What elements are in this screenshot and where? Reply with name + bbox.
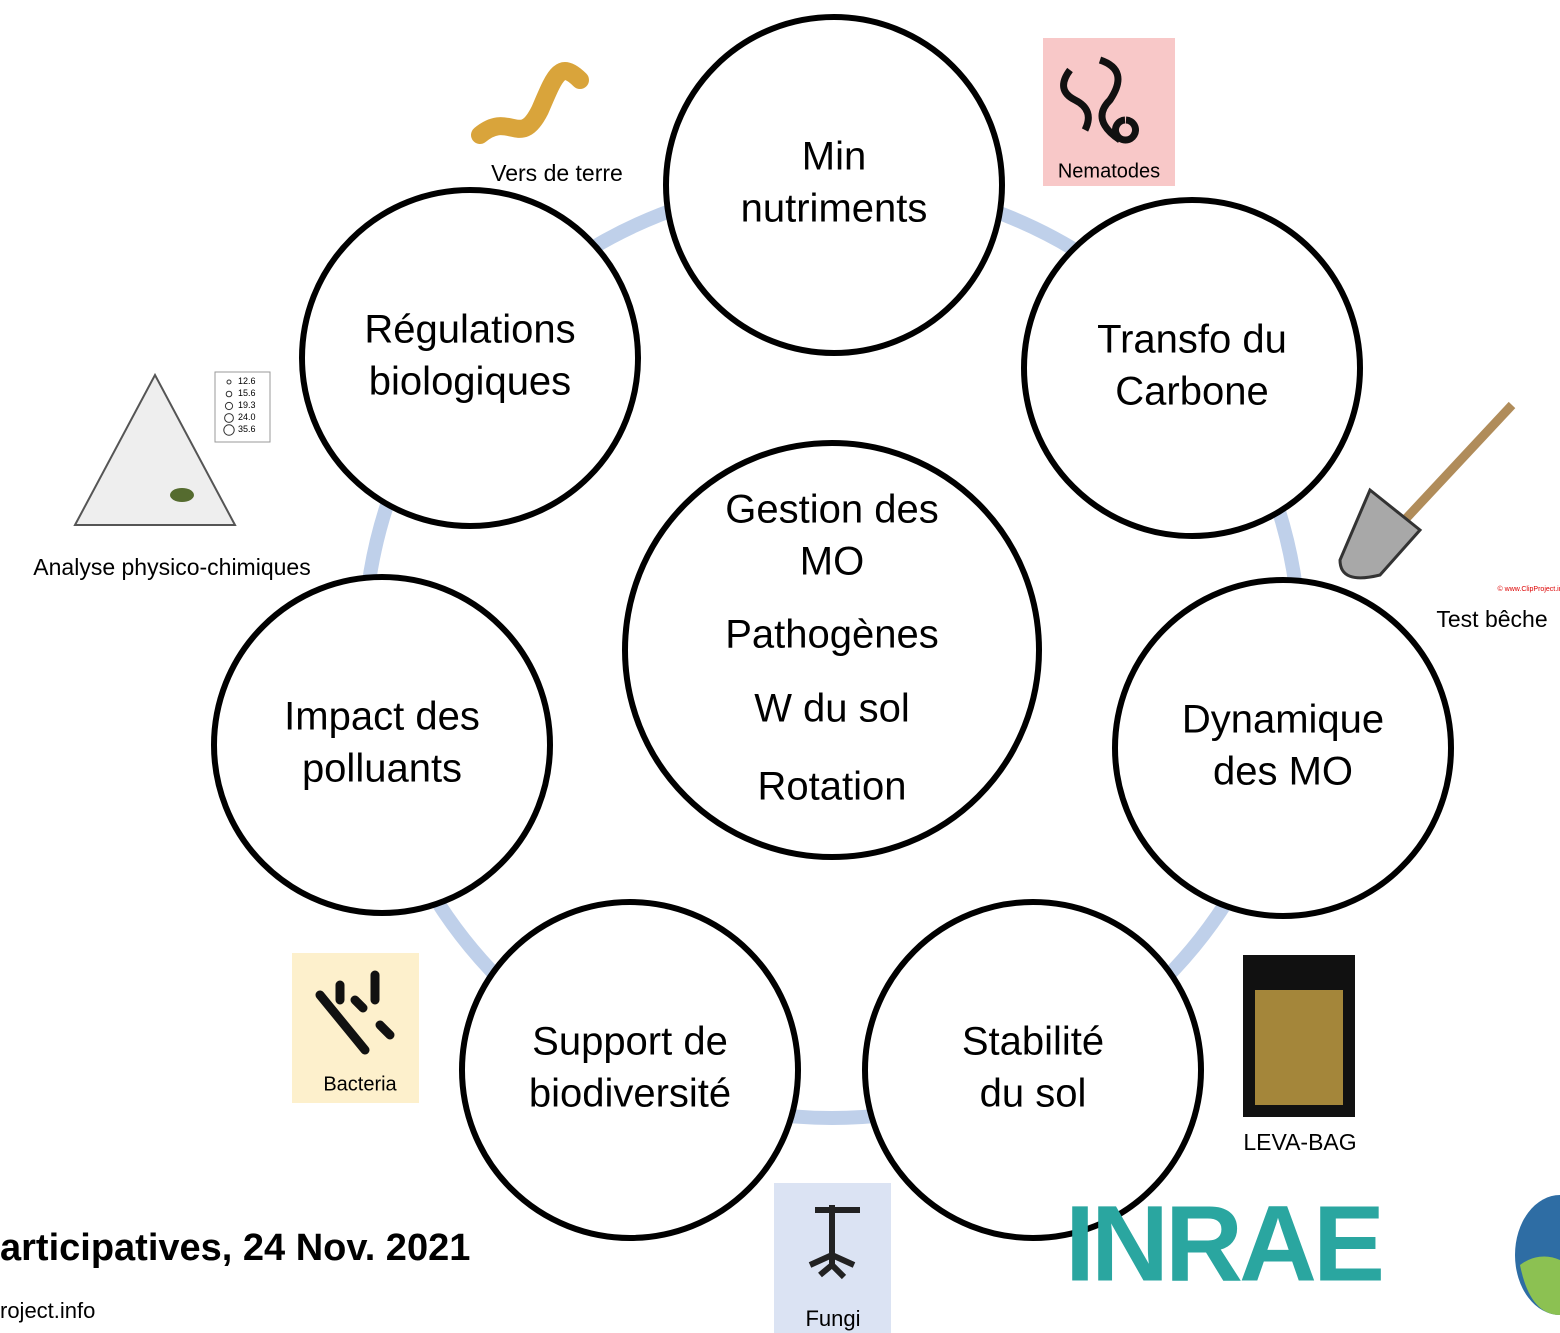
node-label: biodiversité (529, 1072, 731, 1116)
logo: INRAE (1065, 1183, 1381, 1304)
texture-triangle (75, 375, 235, 525)
worm-label: Vers de terre (491, 160, 623, 186)
shovel-credit: © www.ClipProject.info (1498, 585, 1560, 593)
center-label: Gestion des (725, 488, 938, 532)
node-label: Transfo du (1097, 318, 1287, 362)
node-circle (1115, 580, 1451, 916)
footer-site: roject.info (0, 1298, 95, 1323)
shovel-label: Test bêche (1436, 606, 1547, 632)
shovel-blade (1340, 490, 1420, 578)
node-circle (1024, 200, 1360, 536)
node-circle (214, 577, 550, 913)
node-label: du sol (980, 1072, 1087, 1116)
worm-icon (480, 71, 580, 135)
node-circle (666, 17, 1002, 353)
node-label: Impact des (284, 695, 480, 739)
center-label: MO (800, 540, 864, 584)
diagram: Min nutriments Transfo du Carbone Dynamique d… (0, 0, 1560, 1333)
texture-legend-label: 24.0 (238, 412, 256, 422)
node-label: nutriments (741, 187, 928, 231)
footer-event: articipatives, 24 Nov. 2021 (0, 1227, 470, 1269)
bacteria-label: Bacteria (323, 1073, 397, 1095)
leva-bag-label: LEVA-BAG (1243, 1129, 1356, 1155)
center-label: Pathogènes (725, 613, 939, 657)
shovel-handle (1400, 405, 1512, 525)
center-label: Rotation (758, 765, 907, 809)
node-label: Carbone (1115, 370, 1268, 414)
node-label: polluants (302, 747, 462, 791)
node-circle (302, 190, 638, 526)
texture-legend-label: 35.6 (238, 424, 256, 434)
nematodes-label: Nematodes (1058, 160, 1160, 182)
logo-2b (1520, 1256, 1560, 1315)
fungi-label: Fungi (805, 1306, 860, 1331)
node-label: Régulations (364, 308, 575, 352)
node-label: Stabilité (962, 1020, 1104, 1064)
texture-legend-label: 15.6 (238, 388, 256, 398)
texture-label: Analyse physico-chimiques (33, 554, 310, 580)
node-label: Dynamique (1182, 698, 1384, 742)
texture-points (170, 488, 194, 502)
center-label: W du sol (754, 687, 910, 731)
node-label: biologiques (369, 360, 571, 404)
leva-bag-content (1255, 990, 1343, 1105)
node-label: Min (802, 135, 866, 179)
texture-legend-label: 12.6 (238, 376, 256, 386)
node-circle (462, 902, 798, 1238)
node-label: Support de (532, 1020, 728, 1064)
node-label: des MO (1213, 750, 1353, 794)
texture-legend-label: 19.3 (238, 400, 256, 410)
